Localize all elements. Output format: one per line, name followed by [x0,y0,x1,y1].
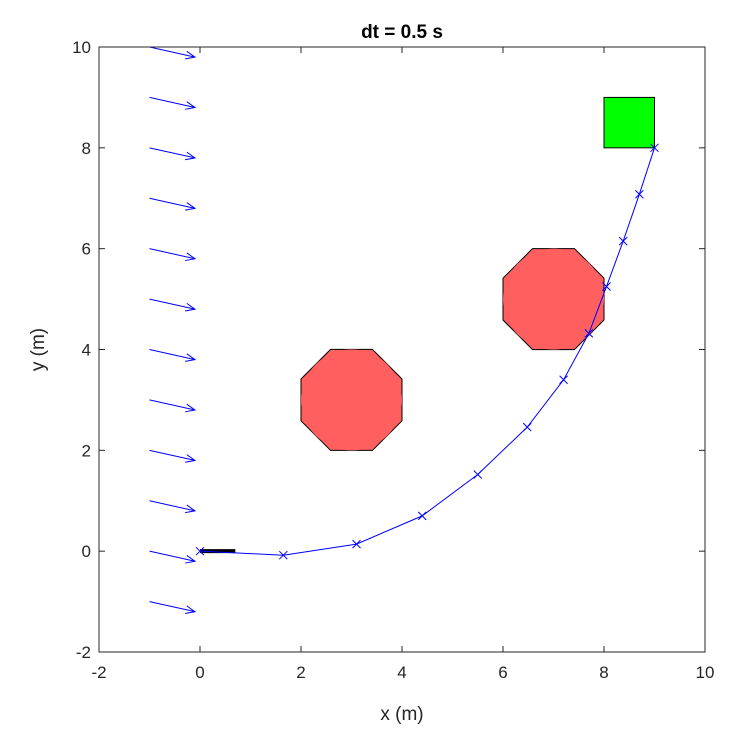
y-axis-label: y (m) [28,328,49,371]
trajectory-marker-stroke [559,375,568,385]
y-tick-label: 2 [82,441,91,460]
trajectory-marker-stroke [417,511,427,521]
wind-arrow-head [185,403,197,413]
y-tick-label: 6 [82,240,91,259]
wind-arrow [149,601,197,614]
obstacle-circle [503,248,604,350]
wind-arrow-head [185,454,197,463]
wind-arrow-head [185,555,197,564]
wind-arrow-shaft [149,298,196,310]
trajectory-marker-stroke [195,546,205,556]
y-tick-label: -2 [76,643,91,662]
trajectory-point [650,143,659,153]
wind-arrow [149,147,197,161]
x-tick-label: 0 [195,663,204,682]
trajectory-marker-stroke [584,329,594,338]
goal-region [603,96,655,149]
trajectory-point [278,550,288,560]
wind-arrow-head [185,302,197,312]
wind-arrow [149,298,197,312]
wind-arrow [149,197,197,211]
trajectory-marker-stroke [278,550,288,560]
trajectory-marker-stroke [650,143,659,153]
wind-arrow-head [185,202,197,211]
trajectory-point [352,539,361,549]
trajectory-marker-stroke [602,282,611,291]
wind-arrow-head [185,151,197,161]
axis-ticks: -2 0 2 4 6 8 10 -2 0 2 4 6 8 10 [72,38,714,682]
wind-arrow-shaft [149,601,196,613]
wind-arrow-shaft [149,550,196,562]
trajectory-point [417,511,427,521]
wind-arrow-head [185,101,197,110]
x-axis-label: x (m) [380,704,423,725]
wind-arrow-shaft [149,399,196,411]
wind-arrow-shaft [149,449,196,461]
x-tick-label: -2 [91,663,106,682]
trajectory-point [559,375,568,385]
x-tick-label: 6 [498,663,507,682]
wind-arrow-shaft [149,46,196,58]
x-tick-label: 8 [599,663,608,682]
trajectory-point [522,422,532,432]
plot-content [149,46,659,614]
y-tick-label: 4 [82,341,91,360]
wind-arrow-shaft [149,349,196,361]
trajectory-marker-stroke [473,470,483,479]
x-tick-label: 10 [696,663,715,682]
trajectory-point [634,189,644,199]
trajectory-line [199,147,655,556]
trajectory-marker-stroke [618,236,628,246]
y-tick-label: 10 [72,38,91,57]
obstacle [502,248,605,351]
wind-arrow [149,96,197,110]
trajectory-marker-stroke [634,189,644,199]
trajectory-point [602,282,611,291]
chart-title: dt = 0.5 s [361,22,443,43]
wind-arrow-shaft [149,147,196,159]
wind-arrow-head [185,504,197,514]
wind-arrow-shaft [149,197,196,209]
wind-arrow-shaft [149,500,196,512]
wind-arrow [149,248,197,262]
obstacle-circle [301,349,402,451]
wind-arrow-shaft [149,96,196,108]
wind-arrow [149,46,197,60]
wind-arrow [149,449,197,463]
wind-arrow-head [185,50,197,60]
trajectory-marker-stroke [522,422,532,432]
y-tick-label: 8 [82,139,91,158]
x-tick-label: 2 [296,663,305,682]
wind-arrow-head [185,353,197,362]
obstacle [300,348,403,451]
wind-arrow [149,399,197,413]
wind-arrow-head [185,252,197,262]
trajectory-point [584,329,594,338]
wind-arrow [149,500,197,514]
trajectory-point [195,546,205,556]
wind-arrow-head [185,605,197,614]
y-tick-label: 0 [82,542,91,561]
x-tick-label: 4 [397,663,406,682]
trajectory-point [473,470,483,479]
trajectory-marker-stroke [352,539,361,549]
wind-arrow [149,550,197,564]
trajectory-point [618,236,628,246]
wind-arrow [149,349,197,362]
wind-arrow-shaft [149,248,196,260]
